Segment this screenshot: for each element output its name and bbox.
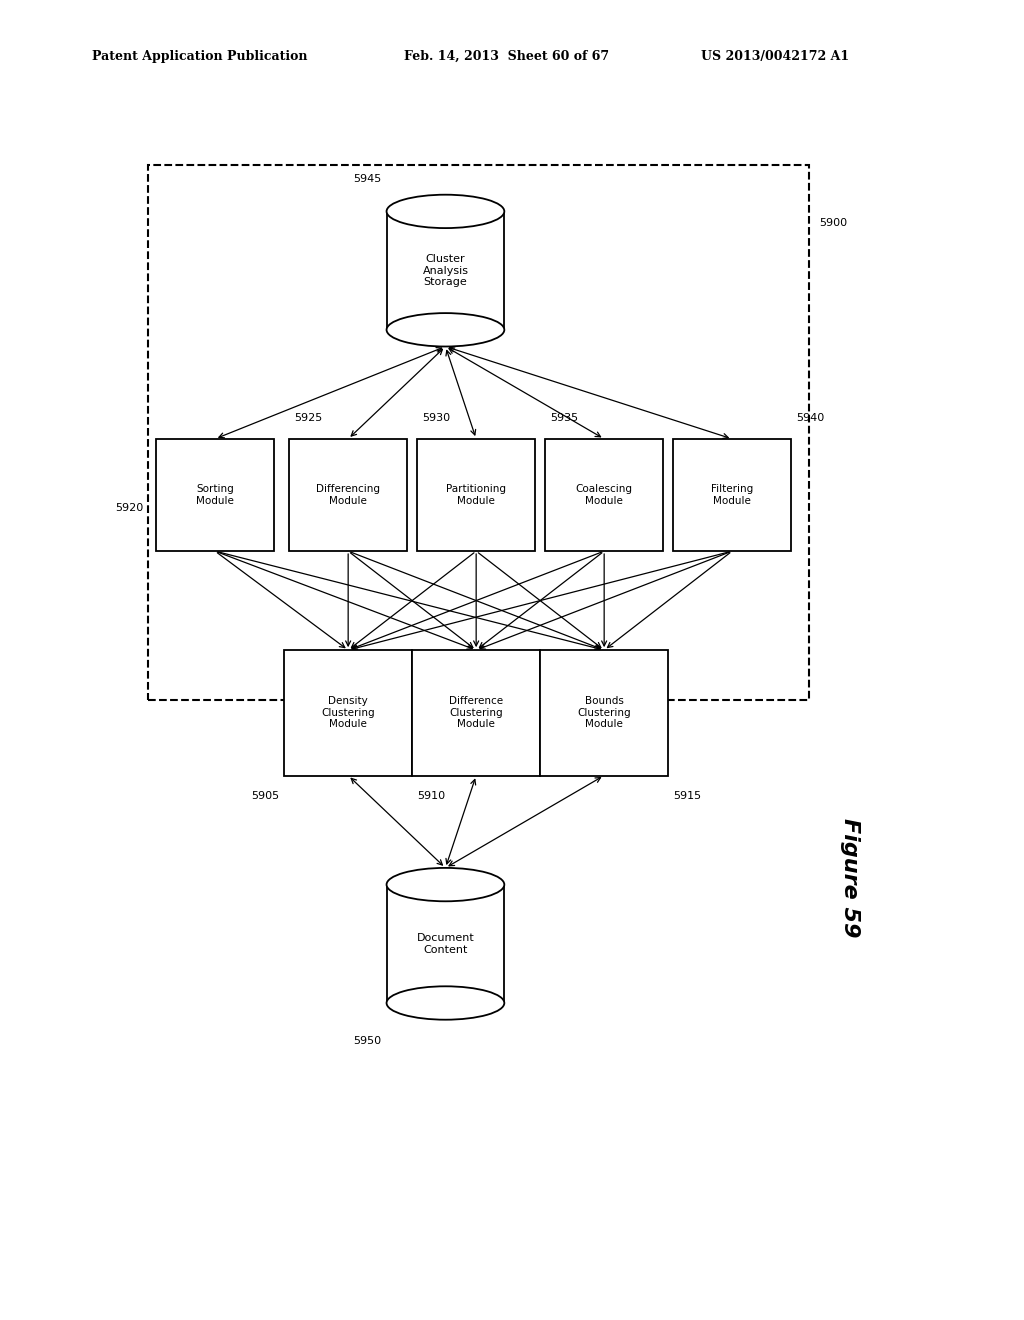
Text: 5905: 5905 — [251, 791, 279, 801]
Bar — [545, 438, 664, 552]
Text: 5940: 5940 — [797, 413, 824, 422]
Text: 5915: 5915 — [674, 791, 701, 801]
Text: 5910: 5910 — [418, 791, 445, 801]
Text: Document
Content: Document Content — [417, 933, 474, 954]
Ellipse shape — [386, 313, 504, 346]
Text: Coalescing
Module: Coalescing Module — [575, 484, 633, 506]
Bar — [387, 884, 504, 1003]
Text: Feb. 14, 2013  Sheet 60 of 67: Feb. 14, 2013 Sheet 60 of 67 — [404, 50, 609, 63]
Text: 5935: 5935 — [551, 413, 579, 422]
Text: 5925: 5925 — [295, 413, 323, 422]
Text: Difference
Clustering
Module: Difference Clustering Module — [450, 696, 503, 730]
Text: Sorting
Module: Sorting Module — [197, 484, 233, 506]
Text: Patent Application Publication: Patent Application Publication — [92, 50, 307, 63]
Text: Figure 59: Figure 59 — [840, 818, 860, 937]
Text: 5930: 5930 — [423, 413, 451, 422]
Text: Bounds
Clustering
Module: Bounds Clustering Module — [578, 696, 631, 730]
Text: 5920: 5920 — [115, 503, 143, 513]
Text: Partitioning
Module: Partitioning Module — [446, 484, 506, 506]
Bar — [412, 649, 541, 776]
Ellipse shape — [386, 986, 504, 1020]
Text: Filtering
Module: Filtering Module — [711, 484, 754, 506]
Ellipse shape — [386, 869, 504, 902]
Ellipse shape — [386, 194, 504, 228]
Text: 5900: 5900 — [819, 218, 847, 228]
Text: Differencing
Module: Differencing Module — [316, 484, 380, 506]
Bar — [674, 438, 791, 552]
Bar — [541, 649, 668, 776]
Bar — [148, 165, 809, 700]
Bar — [290, 438, 408, 552]
Text: 5950: 5950 — [353, 1035, 381, 1045]
Bar — [285, 649, 412, 776]
Text: US 2013/0042172 A1: US 2013/0042172 A1 — [701, 50, 850, 63]
Text: 5945: 5945 — [353, 174, 381, 183]
Text: Density
Clustering
Module: Density Clustering Module — [322, 696, 375, 730]
Bar — [418, 438, 536, 552]
Bar — [156, 438, 274, 552]
Bar — [387, 211, 504, 330]
Text: Cluster
Analysis
Storage: Cluster Analysis Storage — [423, 253, 468, 288]
